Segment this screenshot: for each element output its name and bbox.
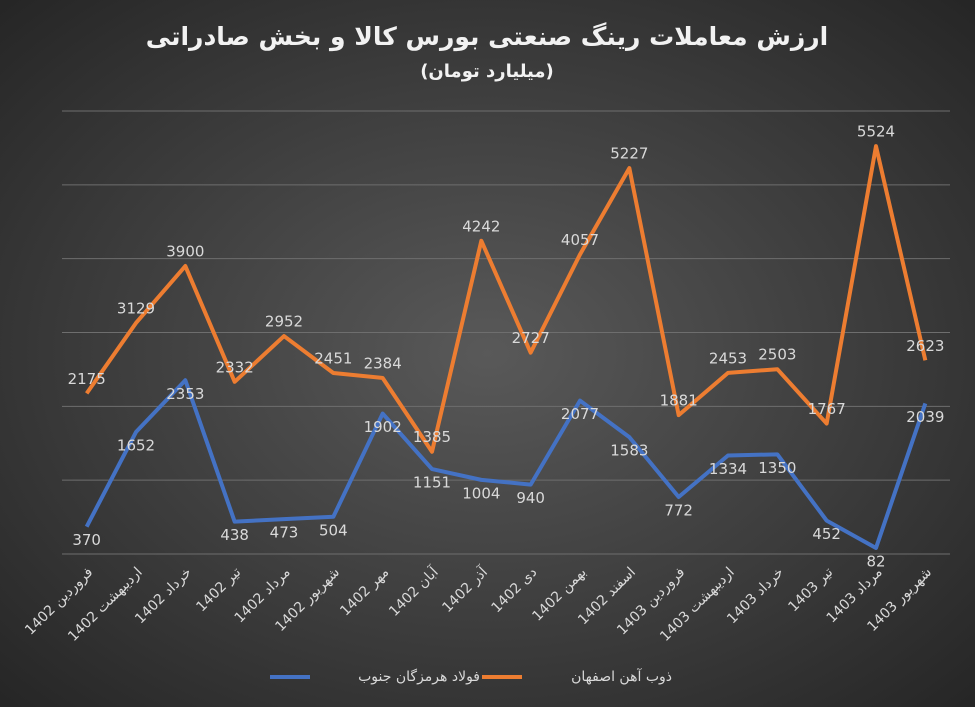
data-label: 940 bbox=[516, 489, 545, 507]
series-line bbox=[85, 144, 928, 454]
data-label: 1652 bbox=[117, 437, 155, 455]
data-label: 1334 bbox=[709, 460, 747, 478]
data-label: 504 bbox=[319, 521, 348, 539]
data-label: 82 bbox=[866, 552, 885, 570]
data-label: 473 bbox=[270, 524, 299, 542]
data-label: 5227 bbox=[610, 145, 648, 163]
data-label: 2952 bbox=[265, 313, 303, 331]
data-label: 2353 bbox=[166, 385, 204, 403]
data-label: 1385 bbox=[413, 428, 451, 446]
chart-title: ارزش معاملات رینگ صنعتی بورس کالا و بخش … bbox=[146, 22, 828, 52]
data-label: 772 bbox=[664, 502, 693, 520]
legend-label: فولاد هرمزگان جنوب bbox=[358, 668, 480, 685]
data-label: 4057 bbox=[561, 231, 599, 249]
data-label: 4242 bbox=[462, 217, 500, 235]
data-label: 2623 bbox=[906, 337, 944, 355]
data-label: 438 bbox=[220, 526, 249, 544]
data-label: 1881 bbox=[660, 392, 698, 410]
data-label: 2453 bbox=[709, 349, 747, 367]
data-label: 2451 bbox=[314, 350, 352, 368]
data-label: 2039 bbox=[906, 408, 944, 426]
data-label: 1350 bbox=[758, 459, 796, 477]
data-label: 3129 bbox=[117, 299, 155, 317]
data-label: 1151 bbox=[413, 474, 451, 492]
data-label: 1767 bbox=[808, 400, 846, 418]
data-label: 1583 bbox=[610, 442, 648, 460]
data-label: 2727 bbox=[512, 329, 550, 347]
data-label: 2503 bbox=[758, 346, 796, 364]
data-label: 2077 bbox=[561, 405, 599, 423]
data-label: 2332 bbox=[216, 358, 254, 376]
data-label: 452 bbox=[812, 525, 841, 543]
data-label: 1902 bbox=[364, 418, 402, 436]
chart-subtitle: (میلیارد تومان) bbox=[420, 61, 554, 82]
data-label: 370 bbox=[72, 531, 101, 549]
legend-label: ذوب آهن اصفهان bbox=[571, 668, 672, 685]
data-label: 2175 bbox=[68, 370, 106, 388]
data-label: 2384 bbox=[364, 354, 402, 372]
data-label: 1004 bbox=[462, 484, 500, 502]
series-line bbox=[84, 378, 928, 550]
data-label: 5524 bbox=[857, 123, 895, 141]
data-label: 3900 bbox=[166, 243, 204, 261]
